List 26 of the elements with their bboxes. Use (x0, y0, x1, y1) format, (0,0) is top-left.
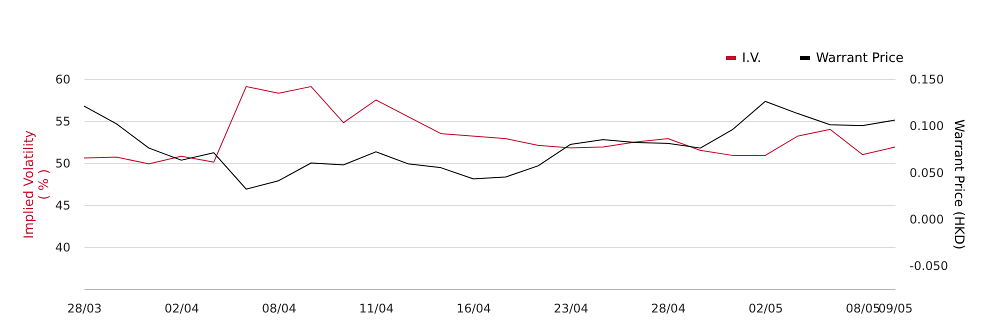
y2-tick-label: 0.050 (910, 166, 944, 180)
x-tick-label: 08/05 (846, 302, 880, 316)
y2-tick-label: -0.050 (910, 259, 948, 274)
y-tick-label: 45 (55, 198, 70, 212)
y-tick-label: 60 (55, 72, 70, 86)
legend-label: Warrant Price (816, 51, 904, 66)
y2-tick-label: 0.100 (910, 119, 944, 134)
x-tick-label: 16/04 (456, 302, 492, 316)
line-series (84, 100, 896, 190)
x-tick-label: 09/05 (878, 302, 913, 316)
legend-label: I.V. (742, 51, 762, 66)
line-series (84, 86, 896, 164)
y-axis-title: Implied Volatility ( % ) (22, 130, 52, 239)
y-tick-label: 55 (55, 114, 70, 128)
y2-tick-label: 0.150 (910, 72, 944, 86)
x-tick-label: 11/04 (359, 302, 394, 316)
x-tick-label: 02/05 (748, 302, 784, 316)
x-tick-label: 28/04 (651, 302, 686, 316)
x-tick-label: 23/04 (554, 302, 588, 316)
y-tick-label: 50 (55, 156, 70, 170)
x-tick-label: 02/04 (164, 302, 200, 316)
x-tick-label: 08/04 (262, 302, 296, 316)
y-tick-label: 40 (55, 240, 70, 254)
x-tick-label: 28/03 (67, 302, 102, 316)
y2-tick-label: 0.000 (910, 212, 944, 226)
y2-axis-title: Warrant Price (HKD) (951, 119, 966, 250)
